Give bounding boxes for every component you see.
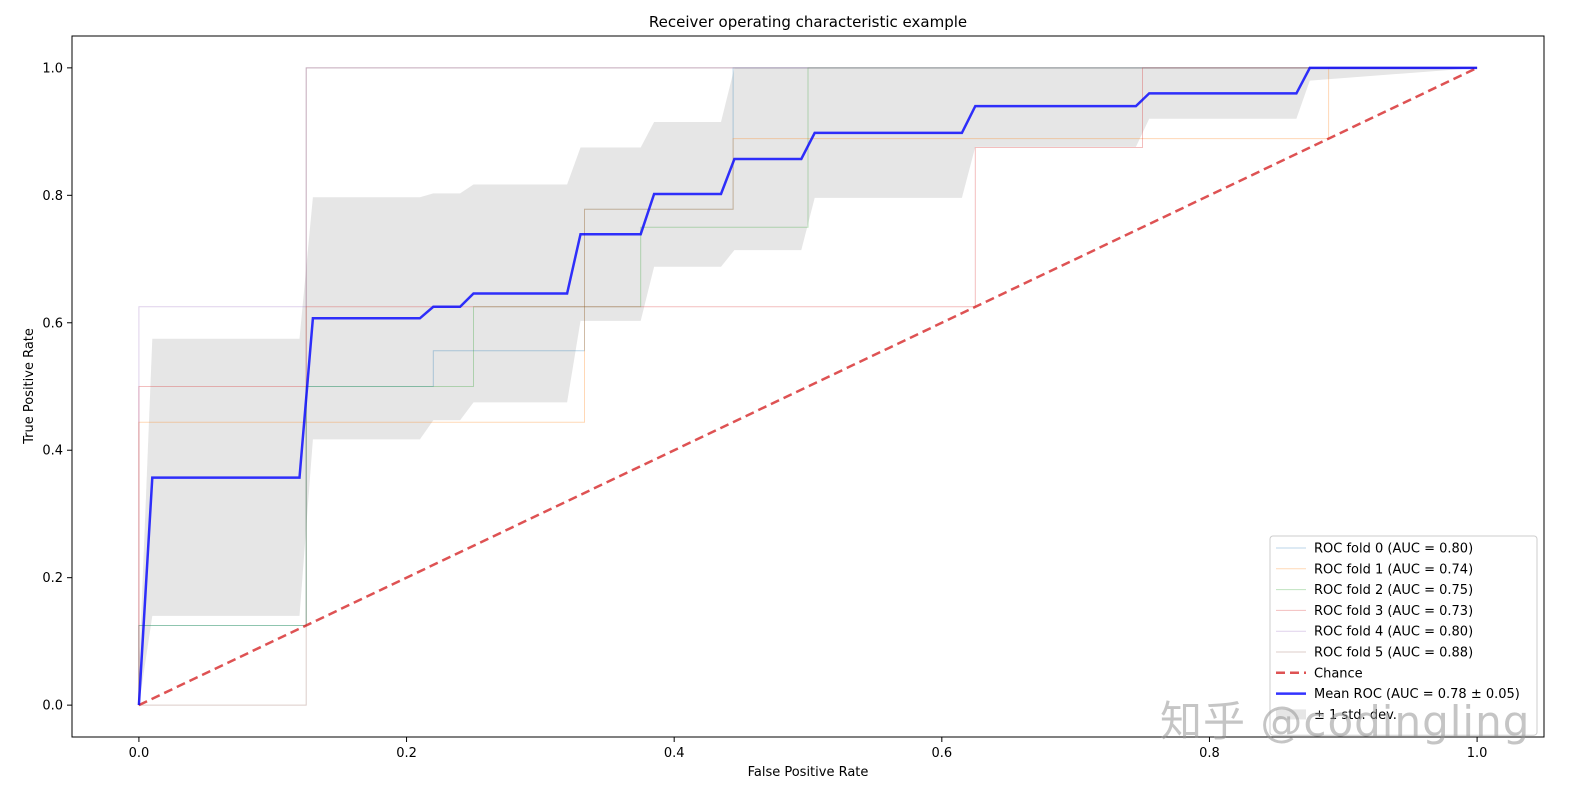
x-tick-label-5: 1.0 [1467,746,1488,761]
x-tick-label-1: 0.2 [396,746,417,761]
x-tick-label-2: 0.4 [664,746,685,761]
x-axis-label: False Positive Rate [748,765,869,780]
y-tick-label-5: 1.0 [42,61,63,76]
axes-frame [71,35,1545,738]
series-line-6 [138,66,1478,707]
legend-label-6: Chance [1314,666,1363,681]
legend-swatch-8 [1276,709,1306,720]
legend-label-3: ROC fold 3 (AUC = 0.73) [1314,604,1473,619]
legend-label-5: ROC fold 5 (AUC = 0.88) [1314,646,1473,661]
y-tick-label-2: 0.4 [42,444,63,459]
series-line-2 [138,67,1478,706]
y-tick-label-0: 0.0 [42,699,63,714]
legend-label-2: ROC fold 2 (AUC = 0.75) [1314,583,1473,598]
legend-label-7: Mean ROC (AUC = 0.78 ± 0.05) [1314,687,1520,702]
x-tick-label-3: 0.6 [931,746,952,761]
watermark: 知乎 @codingling [1160,697,1531,746]
series-line-1 [138,67,1478,706]
series-line-7 [137,66,1478,706]
legend-label-8: ± 1 std. dev. [1314,708,1397,723]
legend-label-0: ROC fold 0 (AUC = 0.80) [1314,542,1473,557]
series-line-4 [138,67,1478,706]
chart-title: Receiver operating characteristic exampl… [649,13,967,31]
legend-box [1269,535,1538,736]
legend-label-1: ROC fold 1 (AUC = 0.74) [1314,562,1473,577]
y-tick-label-3: 0.6 [42,316,63,331]
legend-label-4: ROC fold 4 (AUC = 0.80) [1314,625,1473,640]
x-tick-label-4: 0.8 [1199,746,1220,761]
y-tick-label-1: 0.2 [42,571,63,586]
x-tick-label-0: 0.0 [129,746,150,761]
y-tick-label-4: 0.8 [42,189,63,204]
y-axis-label: True Positive Rate [22,328,37,445]
std-dev-band [138,67,1478,706]
